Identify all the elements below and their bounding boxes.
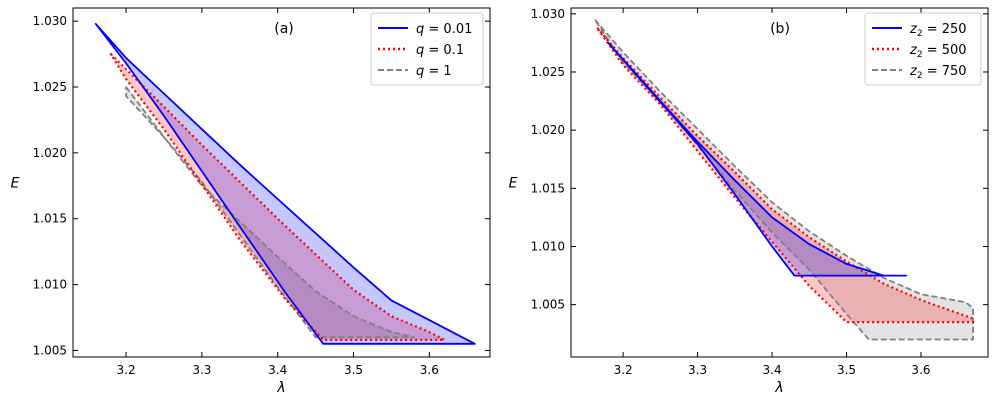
series-lines — [94, 22, 476, 345]
x-tick-label: 3.4 — [763, 363, 782, 377]
panel-label: (b) — [770, 21, 790, 37]
series-lines — [593, 18, 975, 341]
x-tick-label: 3.6 — [420, 363, 439, 377]
y-tick-label: 1.010 — [531, 239, 565, 253]
legend-subscript: 2 — [917, 71, 923, 81]
panel-a: 3.2 3.3 3.4 3.5 3.6 1.005 1.010 1.015 1.020 1.025… — [11, 7, 491, 396]
y-tick-label: 1.015 — [33, 212, 67, 226]
y-tick-label: 1.020 — [531, 123, 565, 137]
legend-subscript: 2 — [917, 50, 923, 60]
legend-symbol: q — [416, 22, 424, 37]
series-line-1 — [607, 42, 907, 277]
series-line-1 — [94, 22, 476, 345]
legend-box — [864, 12, 982, 86]
legend-entry-1: z2 = 250 — [909, 22, 967, 39]
series-line-2 — [109, 52, 446, 341]
y-axis-label: E — [11, 176, 20, 192]
legend-value: = 500 — [923, 43, 967, 58]
x-axis-label: λ — [276, 380, 285, 396]
legend-symbol: q — [416, 43, 424, 58]
legend-symbol: z — [909, 43, 918, 58]
x-tick-label: 3.5 — [837, 363, 856, 377]
x-axis-label: λ — [774, 380, 783, 396]
y-tick-label: 1.005 — [531, 298, 565, 312]
y-tick-label: 1.005 — [33, 343, 67, 357]
legend-entry-2: z2 = 500 — [909, 43, 967, 60]
y-tick-label: 1.015 — [531, 181, 565, 195]
y-tick-label: 1.025 — [531, 65, 565, 79]
legend-symbol: q — [416, 64, 424, 79]
legend-value: = 0.1 — [424, 43, 464, 58]
series-areas — [594, 19, 974, 340]
legend-entry-2: q = 0.1 — [416, 43, 464, 58]
series-line-3 — [593, 18, 974, 341]
legend-entry-3: q = 1 — [416, 64, 452, 79]
y-axis-label: E — [509, 176, 518, 192]
plot-frame — [72, 7, 491, 358]
y-tick-label: 1.030 — [531, 7, 565, 21]
legend-value: = 1 — [424, 64, 451, 79]
legend-subscript: 2 — [917, 29, 923, 39]
legend-entry-3: z2 = 750 — [909, 64, 967, 81]
panel-b: 3.2 3.3 3.4 3.5 3.6 1.005 1.010 1.015 1.020 1.025… — [509, 7, 989, 396]
x-tick-label: 3.4 — [268, 363, 287, 377]
y-tick-label: 1.020 — [33, 146, 67, 160]
panel-label: (a) — [274, 21, 294, 37]
x-tick-label: 3.2 — [614, 363, 633, 377]
legend-entry-1: q = 0.01 — [416, 22, 472, 37]
legend: q = 0.01q = 0.1q = 1 — [370, 12, 484, 86]
legend-value: = 750 — [923, 64, 967, 79]
series-fill-3 — [594, 19, 974, 340]
x-tick-label: 3.3 — [192, 363, 211, 377]
legend-value: = 250 — [923, 22, 967, 37]
plot-frame — [570, 7, 989, 358]
x-tick-label: 3.6 — [911, 363, 930, 377]
legend-symbol: z — [909, 64, 918, 79]
y-tick-label: 1.010 — [33, 278, 67, 292]
series-fill-1 — [95, 23, 475, 344]
legend-symbol: z — [909, 22, 918, 37]
y-tick-label: 1.030 — [33, 14, 67, 28]
legend-box — [370, 12, 484, 86]
y-tick-label: 1.025 — [33, 80, 67, 94]
legend-value: = 0.01 — [424, 22, 472, 37]
series-line-3 — [125, 86, 416, 339]
x-tick-label: 3.2 — [117, 363, 136, 377]
x-tick-label: 3.3 — [688, 363, 707, 377]
x-tick-label: 3.5 — [344, 363, 363, 377]
